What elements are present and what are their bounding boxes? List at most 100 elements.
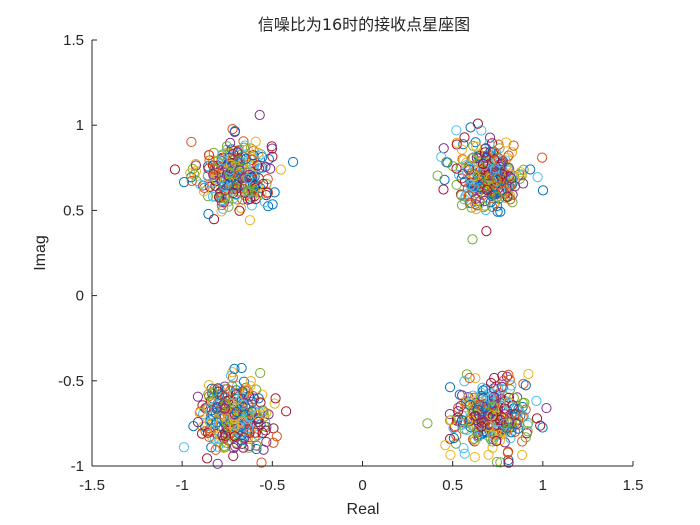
data-point	[240, 419, 252, 431]
data-point	[506, 380, 517, 391]
data-point	[445, 449, 456, 461]
y-axis-label: Imag	[32, 235, 49, 271]
data-point	[225, 370, 237, 381]
data-point	[223, 196, 234, 207]
data-point	[442, 157, 453, 168]
data-point	[186, 175, 197, 187]
data-point	[219, 403, 230, 414]
data-point	[223, 421, 234, 433]
data-point	[260, 425, 271, 436]
data-point	[462, 188, 473, 199]
data-point	[275, 164, 286, 175]
data-point	[503, 369, 514, 380]
data-point	[462, 393, 473, 404]
data-point	[249, 393, 260, 404]
data-point	[456, 190, 467, 201]
data-point	[508, 392, 519, 404]
data-point	[476, 125, 487, 136]
data-point	[506, 427, 517, 438]
data-point	[212, 441, 223, 452]
data-point	[287, 156, 299, 168]
data-point	[281, 406, 292, 417]
data-point	[217, 410, 229, 421]
data-point	[267, 151, 278, 162]
data-point	[520, 404, 531, 415]
data-point	[422, 418, 433, 429]
data-point	[223, 179, 234, 191]
data-point	[471, 204, 482, 215]
data-point	[506, 173, 517, 184]
data-point	[219, 180, 230, 192]
data-point	[520, 380, 531, 391]
data-point	[438, 143, 449, 154]
data-point	[518, 178, 529, 189]
data-point	[459, 397, 470, 408]
data-point	[231, 406, 242, 418]
data-point	[464, 198, 475, 209]
data-point	[495, 457, 506, 468]
data-point	[238, 142, 250, 153]
data-point	[445, 414, 457, 426]
data-point	[515, 167, 526, 178]
data-point	[238, 136, 249, 147]
data-point	[485, 197, 496, 208]
data-point	[458, 139, 469, 150]
data-point	[456, 200, 468, 211]
data-point	[225, 159, 237, 170]
y-tick-label: -0.5	[58, 373, 84, 390]
data-point	[217, 150, 228, 161]
data-point	[230, 441, 241, 452]
data-point	[537, 152, 548, 163]
data-point	[456, 144, 468, 155]
data-point	[504, 181, 515, 192]
data-point	[236, 362, 247, 374]
data-point	[204, 155, 215, 166]
data-point	[249, 186, 260, 197]
data-point	[204, 150, 215, 161]
data-point	[447, 161, 459, 172]
y-tick-label: 1.5	[63, 32, 84, 49]
data-point	[228, 442, 239, 454]
data-point	[464, 164, 475, 175]
data-point	[492, 191, 503, 202]
data-point	[204, 425, 215, 436]
data-point	[464, 372, 475, 384]
data-point	[520, 432, 531, 443]
data-point	[504, 374, 515, 385]
data-point	[225, 137, 236, 148]
data-point	[487, 436, 498, 447]
data-point	[537, 185, 549, 196]
data-point	[497, 384, 508, 395]
data-point	[486, 410, 497, 421]
data-point	[178, 177, 190, 188]
x-tick-label: 0	[358, 477, 366, 494]
data-point	[486, 190, 498, 201]
data-point	[478, 202, 489, 213]
data-point	[511, 418, 522, 430]
data-point	[525, 164, 536, 175]
data-point	[469, 170, 480, 182]
data-point	[233, 170, 245, 181]
data-point	[459, 376, 470, 387]
data-point	[263, 409, 274, 420]
data-point	[203, 389, 214, 400]
data-point	[223, 171, 235, 183]
data-point	[245, 143, 256, 154]
data-point	[518, 378, 529, 389]
data-point	[502, 447, 513, 458]
data-point	[258, 406, 269, 417]
data-point	[493, 383, 504, 394]
data-point	[458, 442, 469, 454]
data-point	[479, 195, 490, 207]
data-point	[217, 195, 228, 206]
data-point	[256, 457, 267, 468]
data-points	[169, 109, 552, 469]
data-point	[249, 427, 260, 438]
data-point	[478, 416, 489, 428]
data-point	[228, 149, 239, 160]
data-point	[494, 429, 506, 440]
data-point	[488, 383, 499, 394]
data-point	[478, 160, 489, 171]
data-point	[231, 194, 242, 205]
data-point	[268, 437, 279, 448]
